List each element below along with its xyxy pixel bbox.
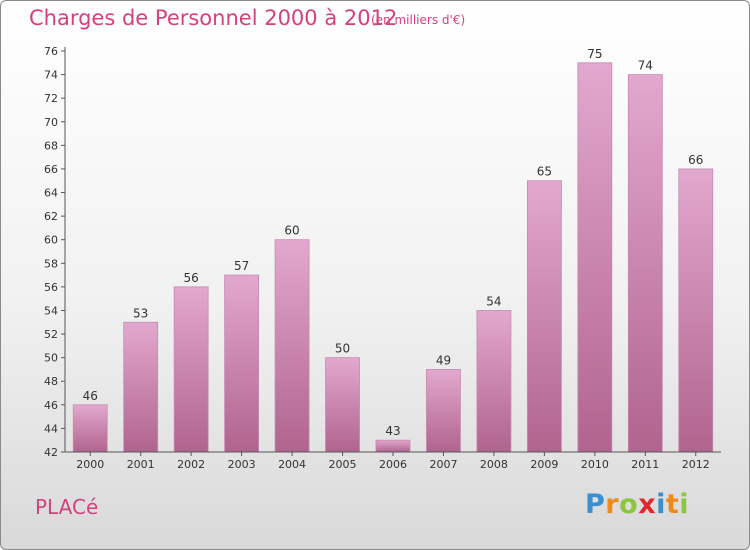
logo-letter: t — [665, 489, 680, 520]
y-tick-label: 74 — [44, 69, 58, 82]
bar-2001 — [123, 321, 159, 453]
y-tick-label: 64 — [44, 187, 58, 200]
bar-2008 — [476, 310, 512, 453]
commune-name: PLACé — [35, 495, 99, 519]
logo-letter: i — [656, 489, 666, 520]
bar-value-label: 56 — [184, 271, 199, 285]
y-tick-label: 58 — [44, 257, 58, 270]
x-tick-label: 2003 — [228, 458, 256, 471]
y-axis: 42 44 46 48 50 52 54 56 58 60 62 64 66 68 70 72 74 76 — [44, 45, 66, 459]
x-tick-label: 2000 — [76, 458, 104, 471]
y-tick-label: 44 — [44, 422, 58, 435]
bar-2011 — [627, 74, 663, 453]
chart-title: Charges de Personnel 2000 à 2012 — [29, 6, 398, 30]
bar-value-label: 50 — [335, 342, 350, 356]
bar-value-label: 49 — [436, 353, 451, 367]
y-tick-label: 48 — [44, 375, 58, 388]
y-tick-label: 60 — [44, 234, 58, 247]
y-tick-label: 66 — [44, 163, 58, 176]
bar-2010 — [577, 62, 613, 453]
chart-subtitle: (en milliers d'€) — [371, 13, 466, 27]
y-tick-label: 68 — [44, 139, 58, 152]
x-tick-label: 2006 — [379, 458, 407, 471]
x-tick-label: 2012 — [682, 458, 710, 471]
bar-2004 — [274, 239, 310, 453]
y-tick-label: 46 — [44, 399, 58, 412]
bars: 46 53 56 57 60 50 43 49 54 65 75 74 66 — [72, 47, 714, 453]
y-tick-label: 54 — [44, 304, 58, 317]
bar-2003 — [224, 274, 260, 453]
y-tick-label: 50 — [44, 352, 58, 365]
bar-value-label: 74 — [638, 59, 653, 73]
x-tick-label: 2002 — [177, 458, 205, 471]
bar-value-label: 60 — [284, 224, 299, 238]
bar-value-label: 57 — [234, 259, 249, 273]
bar-value-label: 75 — [587, 47, 602, 61]
bar-value-label: 46 — [83, 389, 98, 403]
bar-2000 — [72, 404, 108, 453]
logo-letter: o — [619, 489, 639, 520]
x-tick-label: 2008 — [480, 458, 508, 471]
bar-value-label: 53 — [133, 306, 148, 320]
bar-value-label: 65 — [537, 165, 552, 179]
bar-2007 — [426, 369, 461, 453]
bar-2002 — [173, 286, 209, 453]
bar-2009 — [526, 180, 562, 453]
bar-2012 — [678, 168, 714, 453]
x-axis: 2000 2001 2002 2003 2004 2005 2006 2007 2008 2009… — [65, 451, 721, 471]
bar-value-label: 54 — [486, 294, 501, 308]
bar-2005 — [325, 357, 360, 453]
proxiti-logo: Proxiti — [585, 489, 689, 520]
y-tick-label: 52 — [44, 328, 58, 341]
logo-letter: x — [638, 489, 657, 520]
x-tick-label: 2010 — [581, 458, 609, 471]
logo-letter: i — [679, 489, 690, 520]
logo-letter: r — [605, 489, 620, 520]
bar-value-label: 43 — [385, 424, 400, 438]
bar-value-label: 66 — [688, 153, 703, 167]
x-tick-label: 2004 — [278, 458, 306, 471]
y-tick-label: 62 — [44, 210, 58, 223]
x-tick-label: 2011 — [631, 458, 659, 471]
x-tick-label: 2001 — [127, 458, 155, 471]
y-tick-label: 72 — [44, 92, 58, 105]
y-tick-label: 70 — [44, 116, 58, 129]
logo-letter: P — [585, 489, 606, 520]
bar-2006 — [375, 439, 411, 453]
x-tick-label: 2007 — [429, 458, 457, 471]
y-tick-label: 42 — [44, 446, 58, 459]
y-tick-label: 76 — [44, 45, 58, 58]
x-tick-label: 2005 — [329, 458, 357, 471]
y-tick-label: 56 — [44, 281, 58, 294]
x-tick-label: 2009 — [530, 458, 558, 471]
